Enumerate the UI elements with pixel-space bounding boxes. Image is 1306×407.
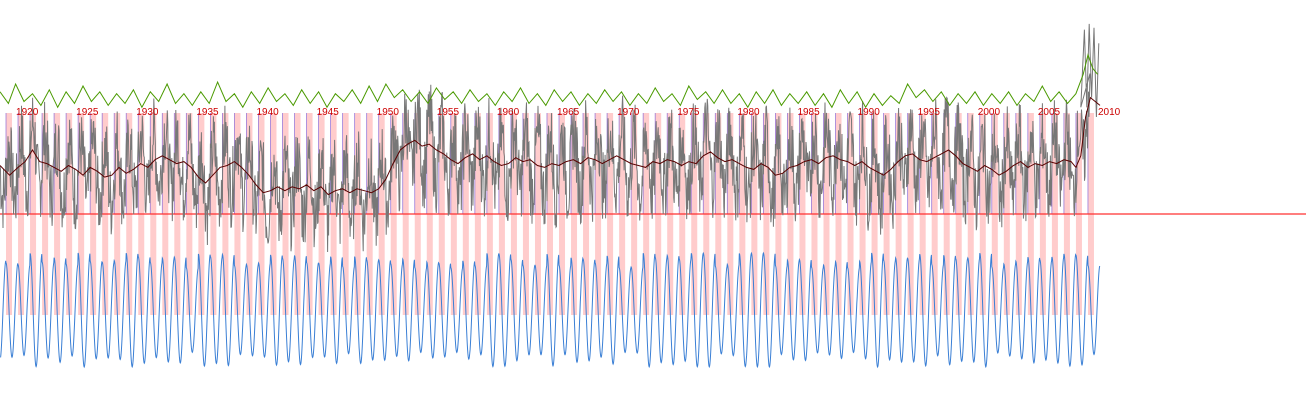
- x-tick-label: 1975: [677, 107, 700, 118]
- x-tick-label: 2010: [1098, 107, 1121, 118]
- series-upper-envelope: [0, 53, 1098, 109]
- x-tick-label: 1945: [317, 107, 340, 118]
- x-tick-label: 1950: [377, 107, 400, 118]
- x-tick-label: 1955: [437, 107, 460, 118]
- series-running-mean: [0, 96, 1101, 196]
- x-tick-label: 1965: [557, 107, 580, 118]
- x-tick-label: 1930: [136, 107, 159, 118]
- x-tick-label: 2000: [978, 107, 1001, 118]
- x-tick-label: 1940: [256, 107, 279, 118]
- x-tick-label: 1970: [617, 107, 640, 118]
- x-tick-label: 1990: [858, 107, 881, 118]
- x-tick-label: 1925: [76, 107, 99, 118]
- series-raw-value: [0, 23, 1100, 253]
- x-tick-label: 1920: [16, 107, 39, 118]
- x-tick-label: 1935: [196, 107, 219, 118]
- series-seasonal-cycle: [0, 251, 1101, 369]
- x-tick-label: 1960: [497, 107, 520, 118]
- x-tick-label: 1980: [737, 107, 760, 118]
- x-tick-label: 1995: [918, 107, 941, 118]
- x-tick-label: 2005: [1038, 107, 1061, 118]
- x-tick-label: 1985: [797, 107, 820, 118]
